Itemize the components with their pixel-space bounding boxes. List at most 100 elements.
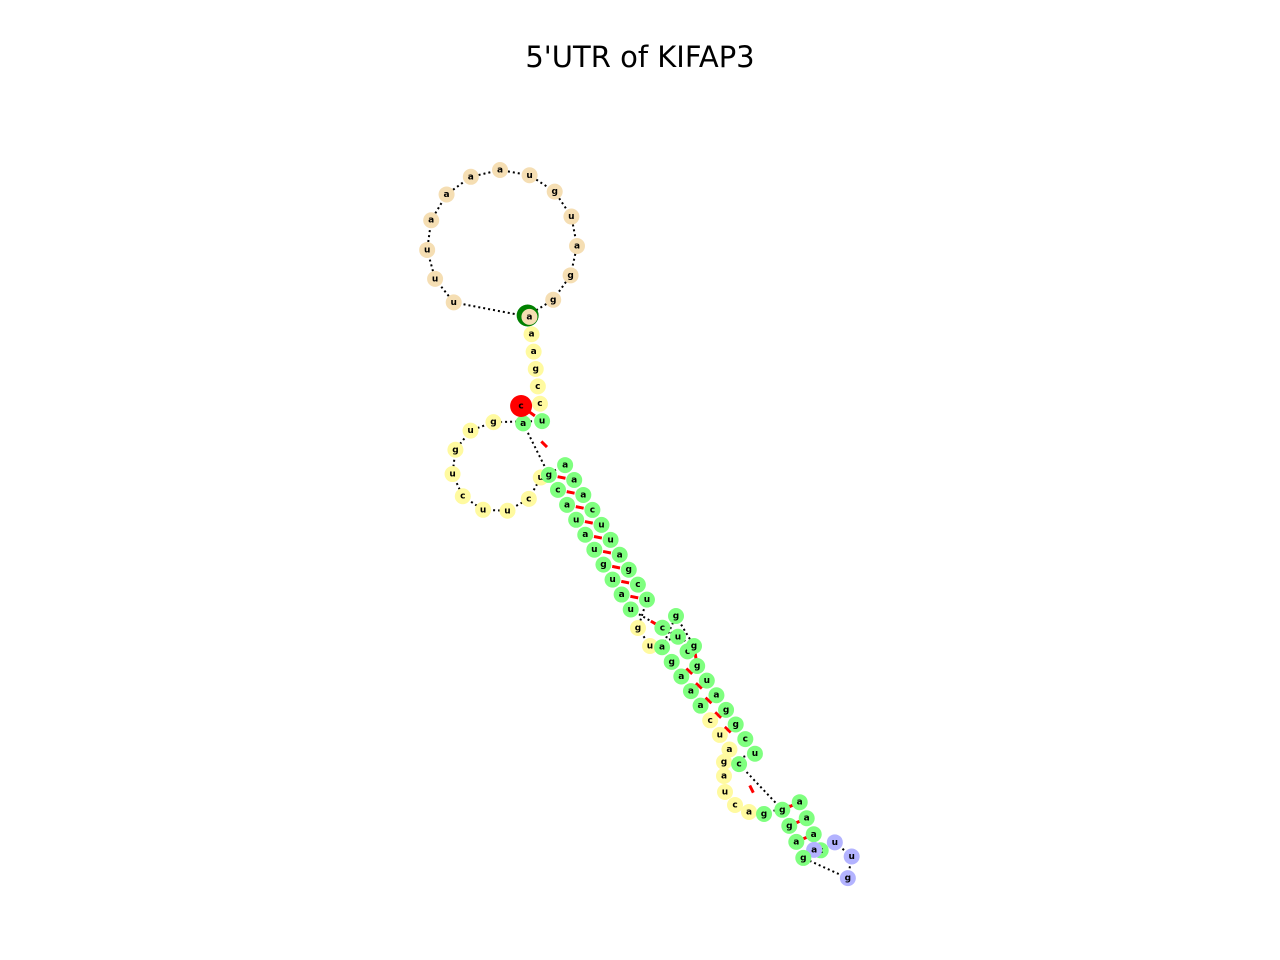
nucleotide: g xyxy=(756,806,772,822)
nucleotide-letter: u xyxy=(568,212,574,222)
backbone-link xyxy=(738,763,784,811)
nucleotide-letter: a xyxy=(580,490,586,500)
nucleotide: u xyxy=(746,745,763,762)
nucleotide: g xyxy=(718,701,735,718)
nucleotide: u xyxy=(521,167,538,184)
nucleotide: c xyxy=(454,488,471,505)
nucleotide-circle xyxy=(521,308,538,325)
nucleotide-letter: a xyxy=(713,691,719,701)
nucleotide-circle xyxy=(774,801,791,818)
nucleotide: u xyxy=(717,784,733,800)
nucleotide-letter: a xyxy=(497,166,503,176)
nucleotide-letter: c xyxy=(555,485,560,495)
nucleotide-circle xyxy=(622,601,639,618)
nucleotide: c xyxy=(531,395,548,412)
nucleotide-letter: g xyxy=(723,705,729,715)
nucleotide: g xyxy=(545,291,562,308)
nucleotide-letter: g xyxy=(786,821,792,831)
nucleotide-letter: u xyxy=(504,506,510,516)
base-pair-bond xyxy=(694,682,703,690)
nucleotide-circle xyxy=(737,731,754,748)
base-pair-bond xyxy=(630,594,639,600)
nucleotide-letter: c xyxy=(537,399,542,409)
nucleotide-circle xyxy=(575,486,592,503)
nucleotide-letter: u xyxy=(752,749,758,759)
nucleotide-circle xyxy=(611,546,628,563)
nucleotide-layer: aggauguaaaauuuaaagccugugucuucuaaacuuagcu… xyxy=(419,162,860,887)
nucleotide-circle xyxy=(727,716,744,733)
nucleotide-circle xyxy=(702,712,719,729)
nucleotide: a xyxy=(791,794,808,811)
nucleotide-letter: c xyxy=(518,402,523,412)
nucleotide: a xyxy=(423,212,440,229)
nucleotide-circle xyxy=(444,466,461,483)
nucleotide-letter: c xyxy=(743,735,748,745)
nucleotide: a xyxy=(523,326,540,343)
nucleotide-letter: a xyxy=(444,190,450,200)
nucleotide-circle xyxy=(708,687,725,704)
nucleotide-letter: u xyxy=(704,676,710,686)
nucleotide: g xyxy=(447,441,464,458)
nucleotide-letter: c xyxy=(660,623,665,633)
nucleotide: u xyxy=(638,591,655,608)
nucleotide-letter: g xyxy=(694,662,700,672)
nucleotide: a xyxy=(611,546,628,563)
backbone-link xyxy=(522,422,550,476)
nucleotide-letter: g xyxy=(626,565,632,575)
nucleotide: g xyxy=(663,653,680,670)
base-pair-bond xyxy=(557,475,566,480)
nucleotide: u xyxy=(445,294,462,311)
nucleotide-letter: u xyxy=(609,575,615,585)
nucleotide-circle xyxy=(438,186,455,203)
nucleotide-letter: u xyxy=(526,171,532,181)
nucleotide-circle xyxy=(529,378,546,395)
nucleotide: c xyxy=(727,797,743,813)
nucleotide-letter: a xyxy=(574,242,580,252)
nucleotide-circle xyxy=(577,526,594,543)
nucleotide-circle xyxy=(843,848,860,865)
nucleotide-circle xyxy=(668,608,684,624)
nucleotide: c xyxy=(629,576,646,593)
nucleotide-letter: c xyxy=(708,716,713,726)
nucleotide-circle xyxy=(756,806,772,822)
nucleotide-letter: a xyxy=(468,172,474,182)
nucleotide: g xyxy=(839,870,856,887)
nucleotide-letter: g xyxy=(691,642,697,652)
nucleotide: a xyxy=(613,586,630,603)
nucleotide-letter: u xyxy=(675,632,681,642)
nucleotide: a xyxy=(568,238,585,255)
nucleotide-letter: u xyxy=(539,417,545,427)
nucleotide: g xyxy=(485,414,502,431)
nucleotide: a xyxy=(708,687,725,704)
nucleotide-letter: g xyxy=(533,364,539,374)
nucleotide-circle xyxy=(682,683,699,700)
nucleotide-circle xyxy=(669,628,686,645)
nucleotide-circle xyxy=(584,501,601,518)
base-pair-bond xyxy=(723,725,732,734)
nucleotide-letter: a xyxy=(564,500,570,510)
nucleotide-circle xyxy=(642,638,658,654)
nucleotide-letter: u xyxy=(424,245,430,255)
nucleotide-letter: u xyxy=(647,642,653,652)
nucleotide-circle xyxy=(545,291,562,308)
nucleotide-letter: u xyxy=(722,788,728,798)
nucleotide-circle xyxy=(716,754,732,770)
nucleotide-letter: g xyxy=(546,470,552,480)
nucleotide-circle xyxy=(795,849,812,866)
nucleotide-circle xyxy=(531,395,548,412)
nucleotide: u xyxy=(593,516,610,533)
nucleotide-letter: g xyxy=(721,758,727,768)
nucleotide: a xyxy=(654,639,671,656)
nucleotide: a xyxy=(692,697,709,714)
nucleotide-letter: c xyxy=(732,801,737,811)
nucleotide-circle xyxy=(492,162,509,179)
nucleotide: a xyxy=(559,496,576,513)
nucleotide-letter: a xyxy=(797,798,803,808)
nucleotide-circle xyxy=(791,794,808,811)
nucleotide-letter: c xyxy=(736,760,741,770)
nucleotide-letter: g xyxy=(779,805,785,815)
nucleotide-circle xyxy=(534,413,551,430)
nucleotide: u xyxy=(602,531,619,548)
nucleotide-letter: a xyxy=(678,672,684,682)
